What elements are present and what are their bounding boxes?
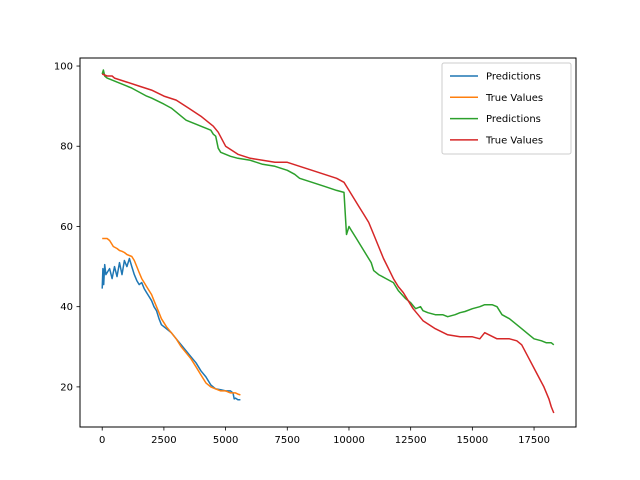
legend-label-0: Predictions [486, 72, 541, 83]
x-tick-label-3: 7500 [275, 435, 300, 446]
y-tick-label-1: 40 [60, 302, 73, 313]
legend-label-2: Predictions [486, 114, 541, 125]
y-tick-label-4: 100 [54, 62, 73, 73]
x-tick-label-0: 0 [99, 435, 105, 446]
x-axis: 0 2500 5000 7500 10000 12500 15000 17500 [99, 427, 550, 446]
y-tick-label-2: 60 [60, 222, 73, 233]
y-tick-label-0: 20 [60, 382, 73, 393]
x-tick-label-4: 10000 [333, 435, 365, 446]
legend-label-3: True Values [485, 135, 543, 146]
legend-frame [441, 62, 572, 155]
plot-area [79, 57, 577, 428]
x-tick-label-1: 2500 [151, 435, 176, 446]
y-axis: 20 40 60 80 100 [54, 62, 80, 393]
x-tick-label-2: 5000 [213, 435, 238, 446]
x-tick-label-5: 12500 [395, 435, 427, 446]
series-line-2 [101, 69, 555, 346]
plot-frame [79, 57, 577, 428]
series-line-3 [101, 73, 555, 414]
x-tick-label-6: 15000 [456, 435, 488, 446]
series-layer [101, 69, 555, 414]
x-tick-label-7: 17500 [518, 435, 550, 446]
legend: Predictions True Values Predictions True Va… [441, 62, 572, 155]
y-tick-label-3: 80 [60, 142, 73, 153]
legend-label-1: True Values [485, 93, 543, 104]
series-line-1 [102, 237, 241, 396]
